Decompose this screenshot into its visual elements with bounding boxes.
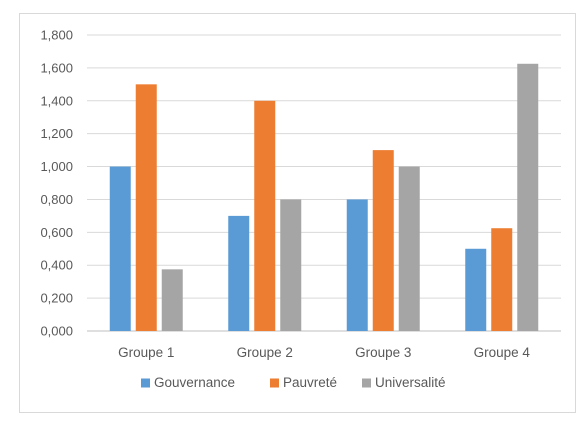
bar-universalit-	[398, 166, 420, 331]
legend-label: Universalité	[375, 375, 446, 390]
legend-label: Gouvernance	[154, 375, 235, 390]
bar-pauvret-	[372, 150, 394, 331]
legend: Gouvernance Pauvreté Universalité	[141, 375, 446, 390]
bar-gouvernance	[465, 248, 487, 331]
y-tick-label: 0,000	[40, 324, 73, 339]
y-tick-label: 0,400	[40, 258, 73, 273]
y-tick-label: 1,600	[40, 60, 73, 75]
x-tick-label: Groupe 2	[237, 345, 293, 360]
bar-pauvret-	[135, 84, 157, 331]
bar-gouvernance	[109, 166, 131, 331]
legend-label: Pauvreté	[283, 375, 337, 390]
y-tick-label: 0,800	[40, 192, 73, 207]
chart-frame: 0,000 0,200 0,400 0,600 0,800 1,000 1,200 1,400…	[19, 13, 576, 413]
x-tick-label: Groupe 4	[474, 345, 531, 360]
legend-swatch	[270, 378, 279, 388]
y-tick-label: 1,400	[40, 93, 73, 108]
y-tick-label: 1,800	[40, 28, 73, 43]
gridlines	[87, 34, 561, 332]
bar-chart: 0,000 0,200 0,400 0,600 0,800 1,000 1,200 1,400…	[40, 28, 561, 390]
bars	[109, 63, 539, 332]
bar-gouvernance	[346, 199, 368, 331]
y-tick-label: 1,200	[40, 126, 73, 141]
x-axis: Groupe 1 Groupe 2 Groupe 3 Groupe 4	[118, 345, 530, 360]
bar-universalit-	[517, 63, 539, 332]
x-tick-label: Groupe 1	[118, 345, 174, 360]
y-tick-label: 0,600	[40, 225, 73, 240]
legend-swatch	[141, 378, 150, 388]
bar-universalit-	[161, 269, 183, 331]
x-tick-label: Groupe 3	[355, 345, 411, 360]
bar-universalit-	[280, 199, 302, 331]
legend-swatch	[362, 378, 371, 388]
bar-pauvret-	[491, 228, 513, 331]
bar-gouvernance	[228, 215, 250, 331]
y-tick-label: 1,000	[40, 159, 73, 174]
y-axis: 0,000 0,200 0,400 0,600 0,800 1,000 1,200 1,400…	[40, 28, 73, 339]
bar-pauvret-	[254, 100, 276, 332]
y-tick-label: 0,200	[40, 291, 73, 306]
